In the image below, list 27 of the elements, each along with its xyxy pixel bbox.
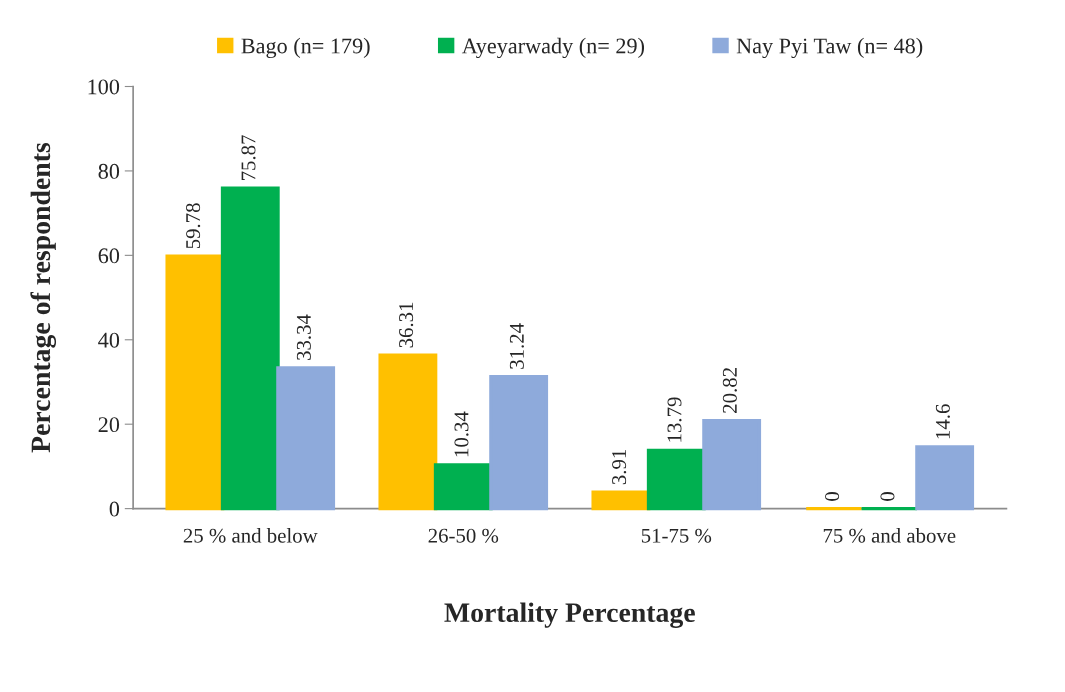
- data-label: 33.34: [296, 314, 311, 360]
- y-tick-label: 40: [98, 332, 120, 348]
- data-label: 59.78: [186, 203, 201, 249]
- data-label: 3.91: [612, 449, 627, 485]
- data-label: 31.24: [509, 323, 524, 369]
- legend-label: Ayeyarwady (n= 29): [461, 37, 645, 59]
- data-label: 13.79: [667, 397, 682, 442]
- y-tick-label: 80: [98, 163, 120, 179]
- data-label: 75.87: [241, 135, 256, 181]
- x-tick-label: 75 % and above: [823, 528, 956, 543]
- x-tick-label: 26-50 %: [428, 528, 499, 543]
- data-label: 36.31: [399, 302, 414, 348]
- x-tick-label: 51-75 %: [641, 528, 712, 543]
- data-label: 0: [880, 492, 895, 501]
- legend-label: Nay Pyi Taw (n= 48): [736, 37, 923, 59]
- y-tick-label: 100: [88, 79, 120, 95]
- y-tick-label: 0: [109, 501, 120, 517]
- data-label: 20.82: [722, 368, 737, 413]
- y-tick-label: 60: [98, 248, 120, 264]
- data-label: 14.6: [935, 404, 950, 439]
- x-axis-title: Mortality Percentage: [444, 602, 695, 628]
- x-tick-label: 25 % and below: [183, 528, 318, 543]
- legend-label: Bago (n= 179): [241, 37, 370, 59]
- y-tick-label: 20: [98, 417, 120, 433]
- y-axis-title: Percentage of respondents: [30, 142, 57, 453]
- data-label: 10.34: [454, 411, 469, 457]
- data-label: 0: [825, 492, 840, 501]
